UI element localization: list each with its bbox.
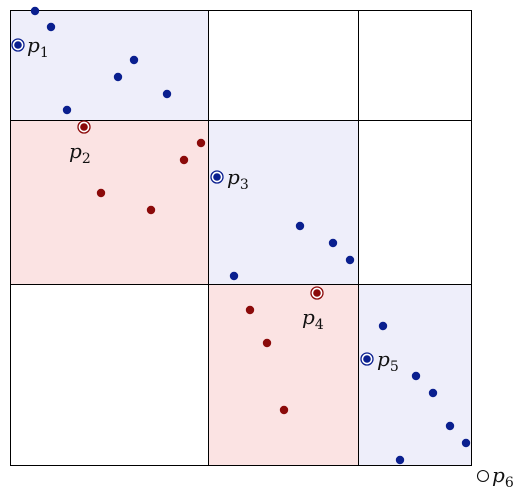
blue-points: [30, 6, 471, 465]
special-point-core: [313, 289, 321, 297]
blue-point: [162, 89, 172, 99]
red-points: [96, 138, 289, 415]
blue-point: [411, 371, 421, 381]
special-point-core: [80, 123, 88, 131]
region-mid-center: [208, 120, 358, 284]
special-point-label: p4: [302, 305, 324, 333]
region-mid-left: [10, 120, 208, 284]
special-point-label: p3: [227, 165, 249, 193]
special-point-p5: p5: [360, 347, 399, 375]
special-point-core: [14, 41, 22, 49]
blue-point: [129, 55, 139, 65]
special-point-ring: [476, 469, 490, 483]
blue-point: [378, 321, 388, 331]
special-point-p3: p3: [210, 165, 249, 193]
region-top-left: [10, 10, 208, 120]
outer-border: [10, 10, 472, 466]
special-point-core: [363, 355, 371, 363]
special-point-p2: p2: [69, 120, 91, 167]
blue-point: [295, 221, 305, 231]
blue-point: [461, 438, 471, 448]
special-point-label: p6: [492, 463, 514, 491]
blue-point: [113, 72, 123, 82]
region-bottom-center: [208, 284, 358, 466]
red-point: [146, 205, 156, 215]
grid-lines: [10, 10, 472, 466]
red-point: [245, 305, 255, 315]
red-point: [279, 405, 289, 415]
blue-point: [229, 271, 239, 281]
blue-point: [445, 421, 455, 431]
red-point: [262, 338, 272, 348]
blue-point: [62, 105, 72, 115]
blue-point: [345, 255, 355, 265]
special-point-p6: p6: [476, 463, 514, 491]
blue-point: [328, 238, 338, 248]
red-point: [96, 188, 106, 198]
blue-point: [46, 22, 56, 32]
special-point-label: p5: [377, 347, 399, 375]
red-point: [179, 155, 189, 165]
special-point-label: p2: [69, 139, 91, 167]
blue-point: [428, 388, 438, 398]
special-point-p4: p4: [302, 286, 324, 333]
blue-point: [395, 455, 405, 465]
special-point-core: [213, 173, 221, 181]
red-point: [196, 138, 206, 148]
blue-point: [30, 6, 40, 16]
special-point-label: p1: [27, 33, 49, 61]
special-point-p1: p1: [11, 33, 49, 61]
